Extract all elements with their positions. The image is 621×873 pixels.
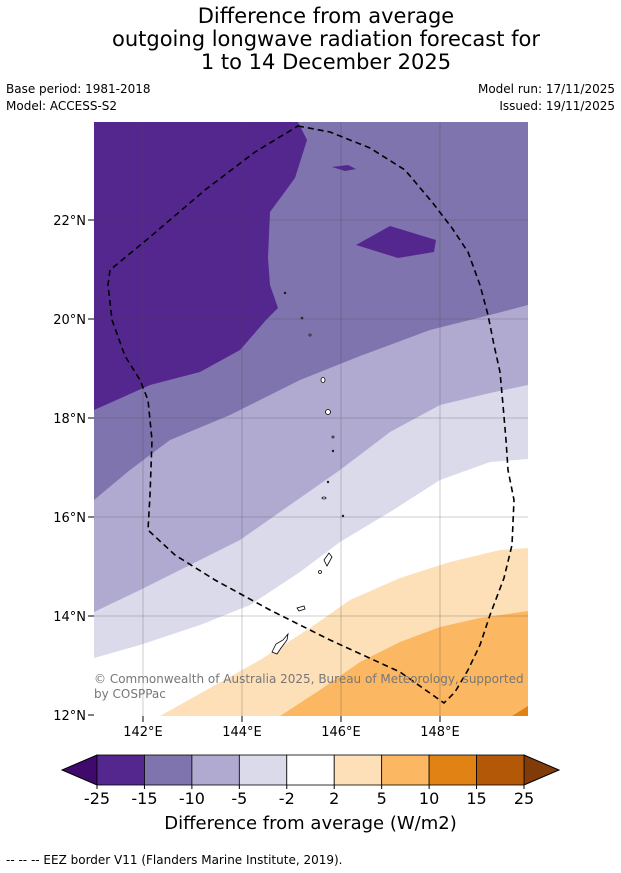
island-anatahan [321,496,327,500]
island-sarigan [326,480,330,484]
colorbar-tick-label: -5 [231,789,247,808]
colorbar-label: Difference from average (W/m2) [164,813,457,834]
island-guguan [331,449,335,453]
island-farallon-de-medinilla [341,514,345,518]
island-guam [271,632,289,655]
issued-date: Issued: 19/11/2025 [499,99,615,113]
copyright-notice: © Commonwealth of Australia 2025, Bureau… [94,672,524,701]
lat-label: 18°N [53,412,86,427]
colorbar-tick-label: -15 [131,789,157,808]
lon-label: 148°E [420,725,460,740]
lat-label: 14°N [53,610,86,625]
meta-right: Model run: 17/11/2025 Issued: 19/11/2025 [478,81,615,115]
colorbar-tick-label: 10 [419,789,439,808]
title-line-1: Difference from average [197,4,455,28]
lon-label: 142°E [123,725,163,740]
anomaly-field [94,122,528,716]
colorbar-segment [286,754,335,786]
colorbar-segment [333,754,383,786]
meta-left: Base period: 1981-2018 Model: ACCESS-S2 [6,81,151,115]
axis-ticks [88,219,441,722]
colorbar-tick-label: -10 [179,789,205,808]
anomaly-patch-east [356,226,436,258]
base-period: Base period: 1981-2018 [6,82,151,96]
island-tinian [318,570,322,574]
title-line-2: outgoing longwave radiation forecast for [111,27,541,51]
colorbar-extend-low [60,754,98,786]
model-run: Model run: 17/11/2025 [477,82,615,96]
lat-label: 12°N [53,709,86,724]
colorbar-segment [144,754,193,786]
colorbar-segment [238,754,288,786]
model-name: Model: ACCESS-S2 [6,99,118,113]
lat-axis: 22°N 20°N 18°N 16°N 14°N 12°N [53,214,86,724]
colorbar-tick-label: 15 [466,789,486,808]
island-rota [296,605,306,612]
colorbar-tick-label: -25 [84,789,110,808]
island-asuncion [308,333,312,337]
island-agrihan [320,377,326,383]
colorbar-tick-label: 2 [329,789,339,808]
colorbar-segment [191,754,240,786]
island-pagan [325,409,331,415]
island-farallon [283,291,287,295]
band-5-10 [280,611,528,716]
colorbar: -25 -15 -10 -5 -2 2 5 10 15 25 [60,754,561,808]
anomaly-patch-small [332,165,356,171]
lat-label: 20°N [53,313,86,328]
colorbar-segment [381,754,430,786]
chart-title: Difference from average outgoing longwav… [0,5,621,74]
colorbar-extend-high [523,754,561,786]
colorbar-tick-label: 25 [514,789,534,808]
eez-border [107,125,515,705]
title-line-3: 1 to 14 December 2025 [200,50,452,74]
lat-label: 22°N [53,214,86,229]
colorbar-tick-label: -2 [279,789,295,808]
band-10-15 [512,706,528,716]
lon-axis: 142°E 144°E 146°E 148°E [123,725,460,740]
lon-label: 144°E [222,725,262,740]
island-saipan [323,552,333,567]
gridlines [94,122,528,716]
eez-footnote: -- -- -- EEZ border V11 (Flanders Marine… [6,853,343,867]
island-maug [300,316,304,320]
lon-label: 146°E [321,725,361,740]
islands [271,291,345,655]
band-minus25-minus15 [94,122,307,410]
colorbar-segment [428,754,477,786]
colorbar-tick-label: 5 [377,789,387,808]
island-alamagan [331,435,335,439]
colorbar-segment [476,754,525,786]
colorbar-segment [96,754,145,786]
lat-label: 16°N [53,511,86,526]
